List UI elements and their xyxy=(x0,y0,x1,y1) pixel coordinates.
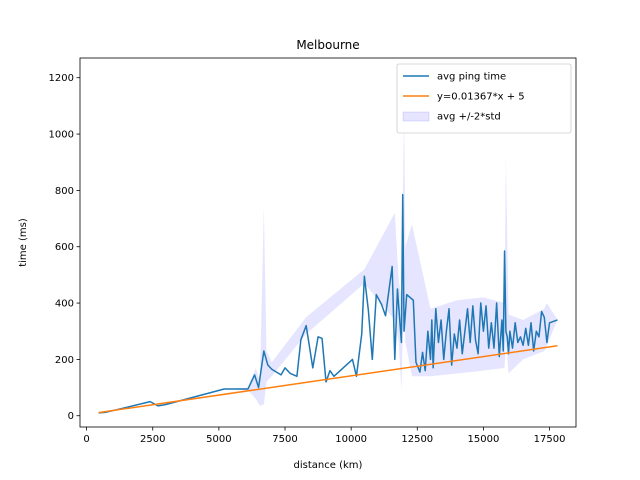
x-tick-label: 5000 xyxy=(206,434,231,445)
y-tick-label: 1200 xyxy=(49,73,74,84)
y-axis: 0 200 400 600 800 1000 1200 xyxy=(49,73,80,422)
legend: avg ping time y=0.01367*x + 5 avg +/-2*std xyxy=(396,63,572,134)
x-axis: 0 2500 5000 7500 10000 12500 15000 17500 xyxy=(83,427,565,445)
legend-box xyxy=(396,63,572,134)
x-tick-label: 17500 xyxy=(534,434,566,445)
series-line-fit xyxy=(98,345,558,414)
y-tick-label: 400 xyxy=(55,299,74,310)
x-tick-label: 10000 xyxy=(335,434,367,445)
y-axis-label: time (ms) xyxy=(18,218,29,267)
y-tick-label: 1000 xyxy=(49,130,74,141)
legend-label: avg ping time xyxy=(437,72,506,83)
plot-area xyxy=(98,111,558,414)
y-tick-label: 200 xyxy=(55,355,74,366)
x-tick-label: 15000 xyxy=(468,434,500,445)
x-tick-label: 0 xyxy=(83,434,89,445)
x-tick-label: 12500 xyxy=(401,434,433,445)
x-tick-label: 7500 xyxy=(272,434,297,445)
x-tick-label: 2500 xyxy=(140,434,165,445)
y-tick-label: 800 xyxy=(55,186,74,197)
axes-frame xyxy=(79,57,577,428)
chart-title: Melbourne xyxy=(296,38,359,52)
y-tick-label: 600 xyxy=(55,242,74,253)
legend-label: avg +/-2*std xyxy=(437,112,501,123)
x-axis-label: distance (km) xyxy=(294,460,363,471)
legend-swatch-band xyxy=(402,111,430,122)
legend-label: y=0.01367*x + 5 xyxy=(437,92,525,103)
series-line-avg-ping xyxy=(98,193,558,414)
y-tick-label: 0 xyxy=(68,411,74,422)
